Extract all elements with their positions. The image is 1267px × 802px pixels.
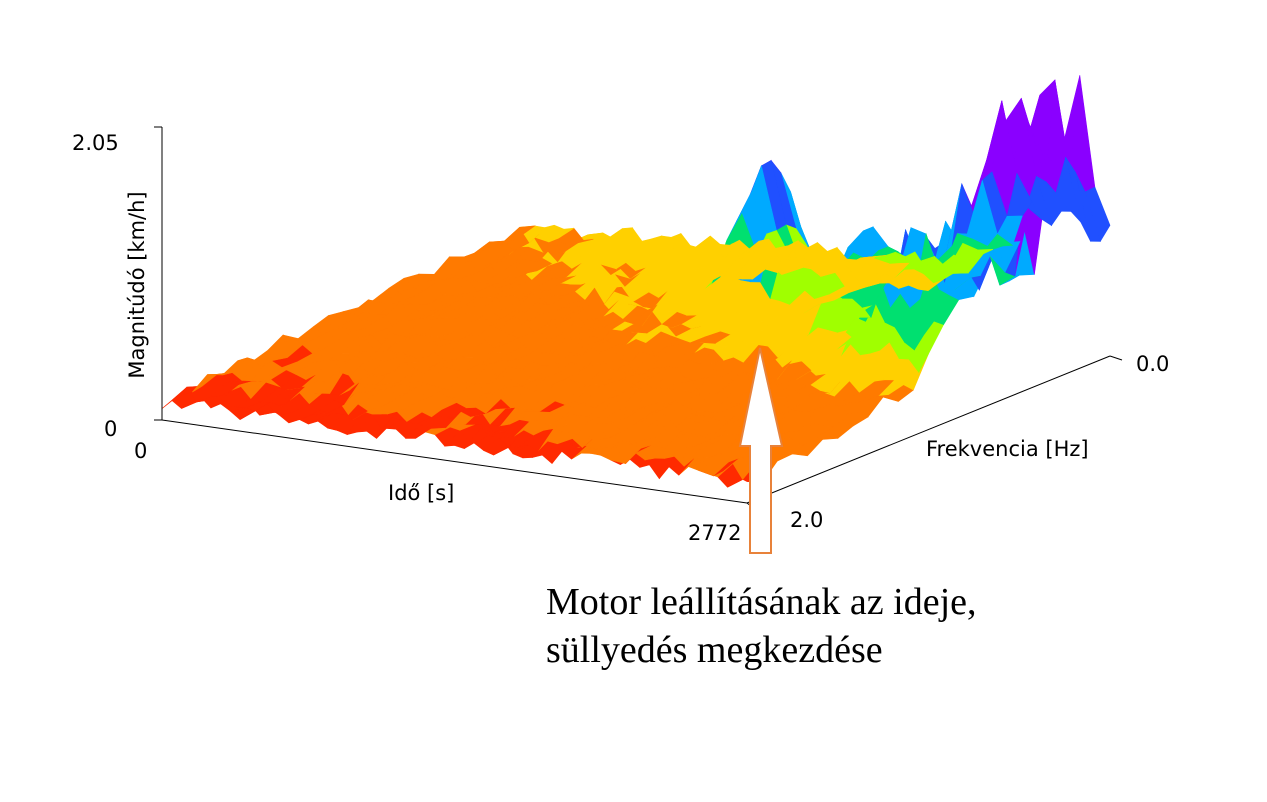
y-axis-line: [746, 355, 1111, 504]
annotation-line-1: Motor leállításának az ideje,: [546, 581, 977, 623]
surface-cell: [509, 225, 536, 243]
x-axis-label: Idő [s]: [388, 481, 454, 505]
arrow-icon: [738, 347, 784, 554]
z-tick-max: 2.05: [72, 131, 119, 155]
z-axis-label: Magnitúdó [km/h]: [125, 191, 149, 378]
x-tick-min: 0: [134, 439, 147, 463]
y-tick-min: 0.0: [1136, 352, 1169, 376]
x-axis-line: [161, 419, 748, 504]
annotation-line-2: süllyedés megkezdése: [546, 629, 883, 671]
y-axis-label: Frekvencia [Hz]: [926, 437, 1089, 461]
z-tick-min: 0: [104, 417, 117, 441]
y-tick-max: 2.0: [790, 508, 823, 532]
annotation-text: Motor leállításának az ideje, süllyedés …: [546, 578, 1146, 674]
surface-plot: [161, 75, 1111, 488]
x-tick-max: 2772: [688, 521, 741, 545]
